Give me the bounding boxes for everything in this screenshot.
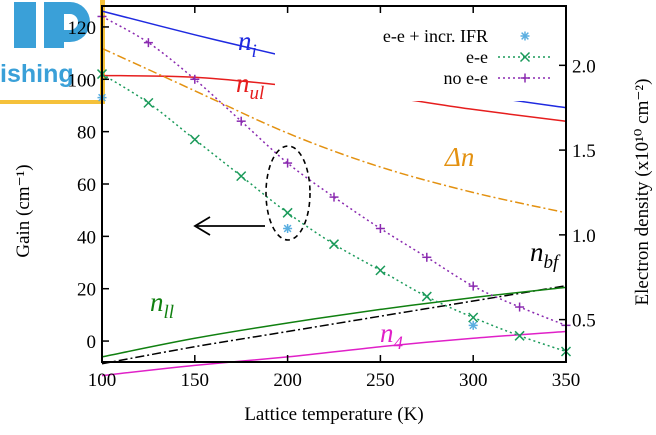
gain-point-0-2 xyxy=(468,320,478,330)
y-right-tick-label-2: 1.5 xyxy=(572,141,596,162)
legend-label-ifr: e-e + incr. IFR xyxy=(383,26,488,46)
gain-point-1-5 xyxy=(328,239,340,250)
gain-point-2-4 xyxy=(283,158,293,168)
x-tick-label-5: 350 xyxy=(552,370,581,391)
annotation-n-i: ni xyxy=(238,26,257,62)
gain-line-1 xyxy=(101,73,567,353)
legend-marker-0 xyxy=(520,31,530,41)
y-left-tick-label-5: 100 xyxy=(68,70,97,91)
density-line-4 xyxy=(101,286,567,358)
legend-marker-2 xyxy=(520,73,530,83)
x-axis-label: Lattice temperature (K) xyxy=(244,404,423,425)
gain-point-1-6 xyxy=(375,265,386,276)
gain-point-2-6 xyxy=(375,224,385,233)
density-line-3 xyxy=(101,284,567,365)
gain-point-2-9 xyxy=(515,302,525,312)
y-left-tick-label-1: 20 xyxy=(77,280,96,301)
gain-point-0-1 xyxy=(283,224,293,233)
gain-point-2-3 xyxy=(236,116,246,126)
x-tick-label-2: 200 xyxy=(273,370,302,391)
gain-point-2-5 xyxy=(329,192,339,202)
y-axis-label-right: Electron density (x10¹⁰ cm⁻²) xyxy=(632,79,653,306)
annotation-n-bf: nbf xyxy=(530,237,561,273)
annotation-n-4: n4 xyxy=(380,318,404,354)
y-right-tick-label-1: 1.0 xyxy=(572,226,596,247)
highlight-ellipse xyxy=(265,145,311,241)
annotation-n-ul: nul xyxy=(236,68,264,104)
gain-point-1-1 xyxy=(143,97,154,108)
density-line-5 xyxy=(101,330,567,377)
annotation-n-ll: nll xyxy=(150,287,174,323)
legend-marker-1 xyxy=(519,51,531,63)
legend-label-ee: e-e xyxy=(466,47,488,67)
legend: e-e + incr. IFR e-e no e-e xyxy=(275,21,565,101)
gain-point-2-8 xyxy=(468,281,478,291)
annotation-delta-n: Δn xyxy=(444,142,474,172)
gain-point-1-7 xyxy=(421,291,432,302)
x-tick-label-1: 150 xyxy=(181,370,210,391)
gain-point-1-3 xyxy=(236,171,247,182)
gain-point-2-7 xyxy=(422,252,432,262)
publisher-logo: ishing xyxy=(0,0,105,108)
y-left-tick-label-6: 120 xyxy=(68,18,97,39)
gain-point-1-9 xyxy=(514,330,525,341)
left-arrow xyxy=(193,216,265,236)
x-tick-label-4: 300 xyxy=(459,370,488,391)
y-left-tick-label-3: 60 xyxy=(77,175,96,196)
y-right-tick-label-3: 2.0 xyxy=(572,56,596,77)
gain-point-1-8 xyxy=(468,312,479,323)
curve-annotations: ni nul Δn nbf nll n4 xyxy=(150,26,561,354)
logo-text: ishing xyxy=(0,60,74,88)
gain-point-1-2 xyxy=(189,134,200,145)
x-tick-label-0: 100 xyxy=(88,370,117,391)
gain-point-1-4 xyxy=(282,207,293,218)
y-left-tick-label-4: 80 xyxy=(77,123,96,144)
gain-point-2-1 xyxy=(143,38,153,48)
y-left-tick-label-2: 40 xyxy=(77,227,96,248)
x-tick-label-3: 250 xyxy=(366,370,395,391)
y-right-tick-label-0: 0.5 xyxy=(572,311,596,332)
legend-label-no-ee: no e-e xyxy=(444,68,488,88)
density-line-2 xyxy=(101,47,567,214)
y-axis-label-left: Gain (cm⁻¹) xyxy=(13,164,34,257)
y-left-tick-label-0: 0 xyxy=(87,332,97,353)
gain-point-2-2 xyxy=(190,74,200,84)
